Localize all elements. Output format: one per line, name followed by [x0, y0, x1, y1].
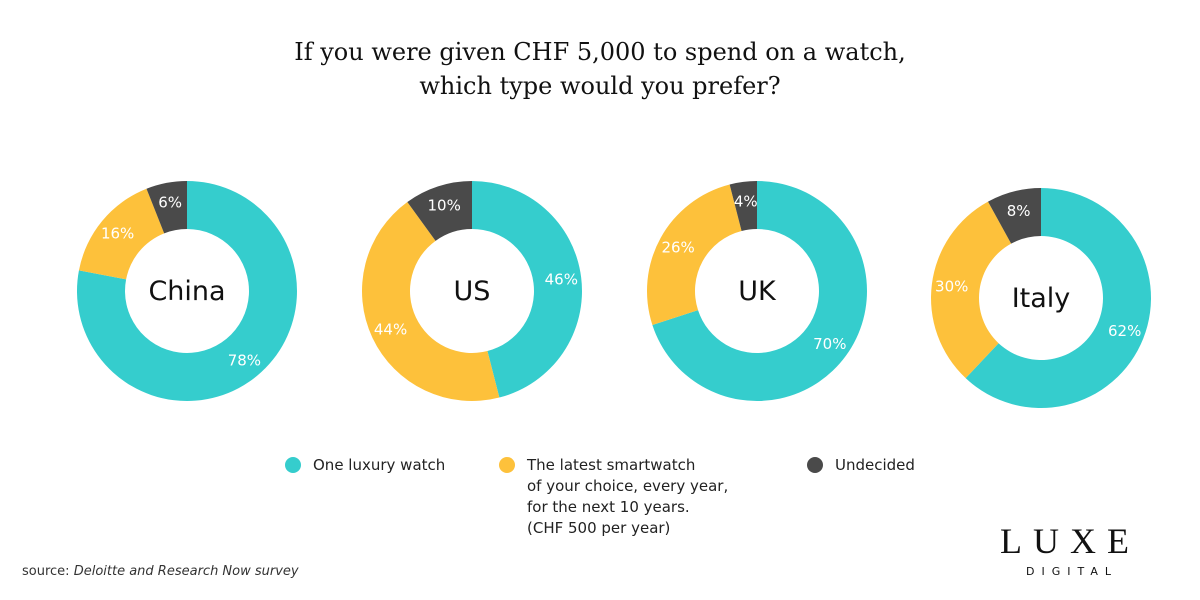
legend-dot — [285, 457, 301, 473]
donut-segment — [78, 188, 165, 280]
donut-segment — [988, 188, 1041, 244]
legend-label: of your choice, every year, — [527, 477, 728, 495]
legend-label: The latest smartwatch — [526, 456, 695, 474]
center-label: China — [148, 276, 225, 307]
legend-label: One luxury watch — [313, 456, 445, 474]
donut-segment — [965, 188, 1151, 408]
donut-segment — [362, 202, 500, 402]
logo-main: LUXE — [1000, 521, 1140, 561]
value-label: 6% — [158, 194, 182, 212]
legend-dot — [807, 457, 823, 473]
value-label: 8% — [1007, 202, 1031, 220]
donut-segment — [647, 184, 742, 325]
value-label: 16% — [101, 225, 134, 243]
legend-label: (CHF 500 per year) — [527, 519, 670, 537]
value-label: 46% — [545, 271, 578, 289]
value-label: 78% — [228, 351, 261, 369]
logo-sub: DIGITAL — [1026, 565, 1118, 578]
donut-segment — [77, 181, 297, 401]
center-label: US — [454, 276, 491, 307]
legend-label: for the next 10 years. — [527, 498, 690, 516]
source-text: Deloitte and Research Now survey — [74, 564, 299, 579]
center-label: Italy — [1012, 283, 1071, 314]
donut-segment — [407, 181, 472, 241]
value-label: 10% — [428, 196, 461, 214]
legend-dot — [499, 457, 515, 473]
donut-segment — [729, 181, 757, 231]
legend-label: Undecided — [835, 456, 915, 474]
center-label: UK — [738, 276, 777, 307]
title-line: which type would you prefer? — [419, 72, 780, 100]
donut-segment — [931, 201, 1012, 379]
donut-segment — [472, 181, 582, 398]
donut-segment — [146, 181, 187, 234]
source: source: Deloitte and Research Now survey — [22, 564, 299, 579]
value-label: 62% — [1108, 322, 1141, 340]
donut-segment — [652, 181, 867, 401]
value-label: 44% — [374, 320, 407, 338]
source-prefix: source: — [22, 564, 70, 579]
value-label: 26% — [661, 239, 694, 257]
value-label: 70% — [813, 335, 846, 353]
value-label: 30% — [935, 278, 968, 296]
title-line: If you were given CHF 5,000 to spend on … — [294, 38, 905, 66]
value-label: 4% — [734, 193, 758, 211]
